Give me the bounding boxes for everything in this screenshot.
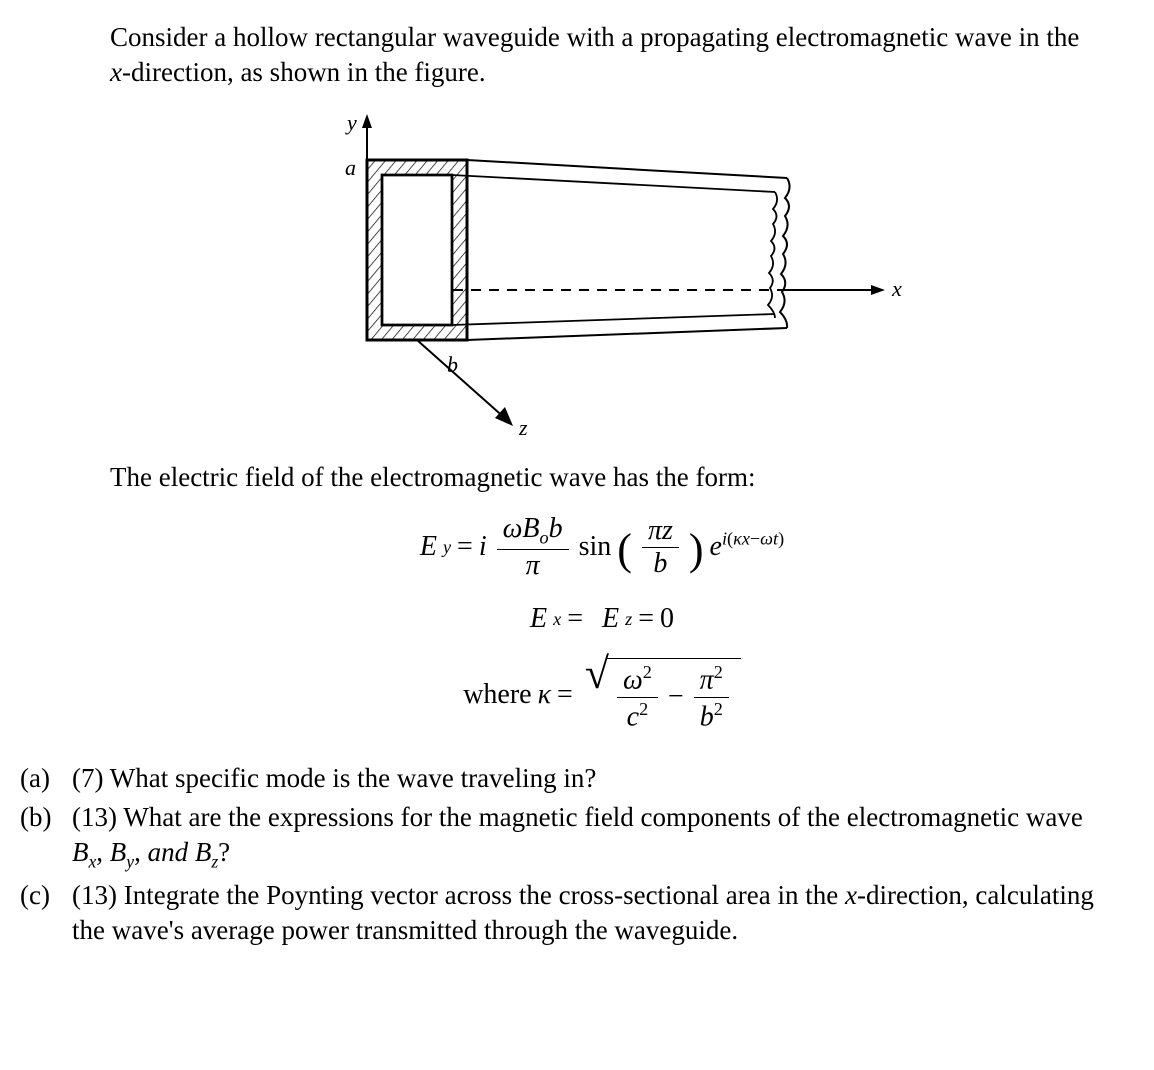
eq3-frac1: ω2 c2 bbox=[617, 663, 658, 731]
eq3-f1-den-c: c bbox=[627, 701, 639, 732]
eq3-f2-den-sq: 2 bbox=[714, 699, 723, 719]
body-paragraph: The electric field of the electromagneti… bbox=[110, 460, 1094, 495]
eq3-sqrt: √ ω2 c2 − π2 b2 bbox=[585, 658, 741, 731]
eq3-kappa: κ bbox=[538, 670, 551, 720]
part-c-label: (c) bbox=[20, 878, 72, 913]
part-a: (a) (7) What specific mode is the wave t… bbox=[20, 761, 1114, 796]
part-b-label: (b) bbox=[20, 800, 72, 835]
sqrt-sign-icon: √ bbox=[585, 654, 609, 727]
eq1-den-pi: π bbox=[520, 550, 546, 580]
eq3-frac2: π2 b2 bbox=[694, 663, 729, 731]
eq2-Ex-sub: x bbox=[553, 603, 561, 636]
part-c-text: Integrate the Poynting vector across the… bbox=[72, 880, 1094, 945]
eq3-f2-num-pi: π bbox=[700, 665, 714, 696]
part-b-By-sub: y bbox=[126, 852, 134, 872]
dim-label-a: a bbox=[345, 155, 356, 180]
eq1-exp-omega: ω bbox=[760, 529, 773, 549]
eq2-Ex-E: E bbox=[530, 594, 547, 644]
eq3-where: where bbox=[463, 670, 531, 720]
eq1-exp-x: x bbox=[742, 529, 750, 549]
eq1-frac2: πz b bbox=[642, 517, 679, 578]
body-text: The electric field of the electromagneti… bbox=[110, 462, 755, 492]
eq1-Ey-sub: y bbox=[443, 531, 451, 564]
eq1-exp-minus: − bbox=[750, 529, 760, 549]
eq3-f2-num-sq: 2 bbox=[714, 662, 723, 682]
part-b: (b) (13) What are the expressions for th… bbox=[20, 800, 1114, 873]
eq2-eq2: = bbox=[638, 594, 654, 644]
figure-container: y x z bbox=[20, 100, 1134, 440]
equation-line-1: Ey = i ωBob π sin ( πz b ) ei(κx−ωt) bbox=[110, 515, 1094, 580]
eq1-equals: = bbox=[457, 522, 473, 572]
dim-label-b: b bbox=[447, 352, 458, 377]
eq3-f1-num-sq: 2 bbox=[643, 662, 652, 682]
waveguide-figure: y x z bbox=[227, 100, 927, 440]
eq1-rparen: ) bbox=[689, 532, 704, 567]
eq2-eq1: = bbox=[567, 594, 583, 644]
eq3-f1-den-sq: 2 bbox=[639, 699, 648, 719]
eq3-minus: − bbox=[668, 672, 684, 722]
eq3-f1-num-omega: ω bbox=[623, 665, 643, 696]
part-c-points: (13) bbox=[72, 880, 117, 910]
axis-label-z: z bbox=[518, 415, 528, 440]
eq1-frac2-num-pi: π bbox=[648, 515, 662, 546]
eq1-frac: ωBob π bbox=[497, 515, 569, 580]
part-b-comma2: , bbox=[134, 837, 148, 867]
equations-block: Ey = i ωBob π sin ( πz b ) ei(κx−ωt) Ex bbox=[110, 515, 1094, 731]
part-a-text: What specific mode is the wave traveling… bbox=[110, 763, 597, 793]
part-b-Bx: B bbox=[72, 837, 89, 867]
eq1-exp-kappa: κ bbox=[733, 529, 742, 549]
axis-label-y: y bbox=[345, 110, 357, 135]
intro-text: Consider a hollow rectangular waveguide … bbox=[110, 22, 1079, 87]
eq1-frac2-num-z: z bbox=[662, 515, 673, 546]
eq1-num-b: b bbox=[549, 513, 563, 544]
part-b-text-before: What are the expressions for the magneti… bbox=[123, 802, 1083, 832]
eq1-frac2-den-b: b bbox=[647, 548, 673, 578]
eq1-num-omega: ω bbox=[503, 513, 523, 544]
axis-label-x: x bbox=[891, 276, 902, 301]
eq1-exp-close: ) bbox=[778, 529, 784, 549]
eq1-num-Bsub: o bbox=[540, 528, 549, 548]
question-parts: (a) (7) What specific mode is the wave t… bbox=[20, 761, 1114, 948]
eq2-Ez-sub: z bbox=[625, 603, 632, 636]
intro-paragraph: Consider a hollow rectangular waveguide … bbox=[110, 20, 1094, 90]
eq3-f2-den-b: b bbox=[700, 701, 714, 732]
eq1-sin: sin bbox=[579, 522, 612, 572]
part-a-label: (a) bbox=[20, 761, 72, 796]
part-b-and: and bbox=[148, 837, 195, 867]
part-b-points: (13) bbox=[72, 802, 117, 832]
equation-line-2: Ex = Ez = 0 bbox=[110, 594, 1094, 644]
eq2-Ez-E: E bbox=[602, 594, 619, 644]
page-root: Consider a hollow rectangular waveguide … bbox=[0, 0, 1154, 1070]
eq1-i: i bbox=[479, 522, 487, 572]
part-b-qmark: ? bbox=[218, 837, 230, 867]
eq1-Ey-E: E bbox=[420, 522, 437, 572]
equation-line-3: where κ = √ ω2 c2 − π2 b2 bbox=[110, 658, 1094, 731]
part-a-points: (7) bbox=[72, 763, 103, 793]
part-b-By: B bbox=[110, 837, 127, 867]
eq2-zero: 0 bbox=[660, 594, 674, 644]
part-b-Bz: B bbox=[195, 837, 212, 867]
eq1-num-B: B bbox=[522, 513, 539, 544]
eq1-lparen: ( bbox=[617, 532, 632, 567]
eq3-eq: = bbox=[557, 670, 573, 720]
part-c: (c) (13) Integrate the Poynting vector a… bbox=[20, 878, 1114, 948]
eq1-exp-e: e bbox=[710, 531, 722, 562]
part-b-comma1: , bbox=[96, 837, 110, 867]
